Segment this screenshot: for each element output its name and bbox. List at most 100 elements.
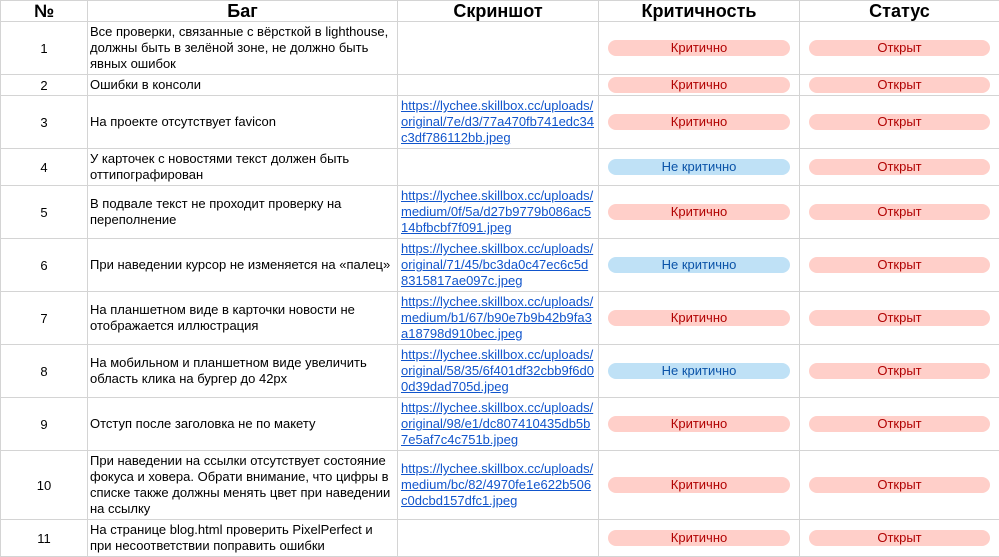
cell-bug-description[interactable]: У карточек с новостями текст должен быть… <box>88 149 398 186</box>
header-status[interactable]: Статус <box>800 1 999 22</box>
cell-screenshot[interactable]: https://lychee.skillbox.cc/uploads/origi… <box>398 239 599 292</box>
cell-bug-description[interactable]: При наведении курсор не изменяется на «п… <box>88 239 398 292</box>
cell-bug-description[interactable]: На проекте отсутствует favicon <box>88 96 398 149</box>
severity-chip[interactable]: Не критично <box>608 363 790 379</box>
cell-severity[interactable]: Критично <box>599 520 800 557</box>
severity-chip[interactable]: Критично <box>608 416 790 432</box>
bug-text: Отступ после заголовка не по макету <box>90 416 394 432</box>
cell-screenshot[interactable] <box>398 520 599 557</box>
screenshot-link[interactable]: https://lychee.skillbox.cc/uploads/mediu… <box>401 188 593 235</box>
severity-chip[interactable]: Критично <box>608 310 790 326</box>
cell-status[interactable]: Открыт <box>800 96 999 149</box>
cell-severity[interactable]: Критично <box>599 75 800 96</box>
cell-num[interactable]: 1 <box>1 22 88 75</box>
severity-chip[interactable]: Критично <box>608 77 790 93</box>
cell-status[interactable]: Открыт <box>800 22 999 75</box>
cell-severity[interactable]: Критично <box>599 398 800 451</box>
status-chip[interactable]: Открыт <box>809 204 990 220</box>
cell-status[interactable]: Открыт <box>800 75 999 96</box>
status-chip[interactable]: Открыт <box>809 363 990 379</box>
cell-num[interactable]: 4 <box>1 149 88 186</box>
status-chip[interactable]: Открыт <box>809 77 990 93</box>
cell-severity[interactable]: Не критично <box>599 345 800 398</box>
cell-num[interactable]: 8 <box>1 345 88 398</box>
cell-status[interactable]: Открыт <box>800 239 999 292</box>
screenshot-link[interactable]: https://lychee.skillbox.cc/uploads/origi… <box>401 98 594 145</box>
cell-status[interactable]: Открыт <box>800 398 999 451</box>
cell-num[interactable]: 9 <box>1 398 88 451</box>
cell-screenshot[interactable] <box>398 149 599 186</box>
cell-severity[interactable]: Критично <box>599 22 800 75</box>
cell-status[interactable]: Открыт <box>800 292 999 345</box>
status-chip[interactable]: Открыт <box>809 40 990 56</box>
cell-bug-description[interactable]: На планшетном виде в карточки новости не… <box>88 292 398 345</box>
cell-bug-description[interactable]: Все проверки, связанные с вёрсткой в lig… <box>88 22 398 75</box>
cell-severity[interactable]: Критично <box>599 96 800 149</box>
header-bug[interactable]: Баг <box>88 1 398 22</box>
screenshot-link[interactable]: https://lychee.skillbox.cc/uploads/origi… <box>401 347 594 394</box>
cell-status[interactable]: Открыт <box>800 345 999 398</box>
severity-chip[interactable]: Критично <box>608 477 790 493</box>
cell-screenshot[interactable]: https://lychee.skillbox.cc/uploads/origi… <box>398 96 599 149</box>
cell-severity[interactable]: Критично <box>599 186 800 239</box>
status-chip[interactable]: Открыт <box>809 114 990 130</box>
cell-bug-description[interactable]: На странице blog.html проверить PixelPer… <box>88 520 398 557</box>
screenshot-link[interactable]: https://lychee.skillbox.cc/uploads/origi… <box>401 241 593 288</box>
header-row: № Баг Скриншот Критичность Статус <box>1 1 999 22</box>
cell-bug-description[interactable]: На мобильном и планшетном виде увеличить… <box>88 345 398 398</box>
cell-severity[interactable]: Не критично <box>599 149 800 186</box>
header-severity[interactable]: Критичность <box>599 1 800 22</box>
cell-screenshot[interactable]: https://lychee.skillbox.cc/uploads/origi… <box>398 398 599 451</box>
cell-screenshot[interactable]: https://lychee.skillbox.cc/uploads/mediu… <box>398 451 599 520</box>
header-screenshot[interactable]: Скриншот <box>398 1 599 22</box>
cell-status[interactable]: Открыт <box>800 186 999 239</box>
cell-status[interactable]: Открыт <box>800 451 999 520</box>
cell-num[interactable]: 6 <box>1 239 88 292</box>
cell-bug-description[interactable]: Ошибки в консоли <box>88 75 398 96</box>
severity-chip[interactable]: Не критично <box>608 257 790 273</box>
cell-status[interactable]: Открыт <box>800 520 999 557</box>
cell-num[interactable]: 7 <box>1 292 88 345</box>
cell-num[interactable]: 3 <box>1 96 88 149</box>
cell-bug-description[interactable]: При наведении на ссылки отсутствует сост… <box>88 451 398 520</box>
status-chip[interactable]: Открыт <box>809 530 990 546</box>
severity-chip[interactable]: Не критично <box>608 159 790 175</box>
cell-screenshot[interactable]: https://lychee.skillbox.cc/uploads/mediu… <box>398 186 599 239</box>
cell-severity[interactable]: Критично <box>599 451 800 520</box>
cell-num[interactable]: 10 <box>1 451 88 520</box>
bug-text: При наведении на ссылки отсутствует сост… <box>90 453 394 517</box>
status-chip[interactable]: Открыт <box>809 257 990 273</box>
cell-screenshot[interactable] <box>398 22 599 75</box>
cell-severity[interactable]: Не критично <box>599 239 800 292</box>
screenshot-link[interactable]: https://lychee.skillbox.cc/uploads/origi… <box>401 400 593 447</box>
severity-chip[interactable]: Критично <box>608 204 790 220</box>
cell-bug-description[interactable]: В подвале текст не проходит проверку на … <box>88 186 398 239</box>
cell-severity[interactable]: Критично <box>599 292 800 345</box>
status-chip[interactable]: Открыт <box>809 159 990 175</box>
header-num[interactable]: № <box>1 1 88 22</box>
status-chip[interactable]: Открыт <box>809 477 990 493</box>
bug-text: На мобильном и планшетном виде увеличить… <box>90 355 394 387</box>
cell-screenshot[interactable]: https://lychee.skillbox.cc/uploads/origi… <box>398 345 599 398</box>
cell-num[interactable]: 2 <box>1 75 88 96</box>
cell-screenshot[interactable] <box>398 75 599 96</box>
status-chip[interactable]: Открыт <box>809 416 990 432</box>
severity-chip[interactable]: Критично <box>608 114 790 130</box>
bug-text: В подвале текст не проходит проверку на … <box>90 196 394 228</box>
severity-chip[interactable]: Критично <box>608 40 790 56</box>
cell-status[interactable]: Открыт <box>800 149 999 186</box>
cell-screenshot[interactable]: https://lychee.skillbox.cc/uploads/mediu… <box>398 292 599 345</box>
screenshot-link[interactable]: https://lychee.skillbox.cc/uploads/mediu… <box>401 294 593 341</box>
bug-text: На планшетном виде в карточки новости не… <box>90 302 394 334</box>
status-chip[interactable]: Открыт <box>809 310 990 326</box>
severity-chip[interactable]: Критично <box>608 530 790 546</box>
screenshot-link[interactable]: https://lychee.skillbox.cc/uploads/mediu… <box>401 461 593 508</box>
cell-num[interactable]: 11 <box>1 520 88 557</box>
cell-bug-description[interactable]: Отступ после заголовка не по макету <box>88 398 398 451</box>
cell-num[interactable]: 5 <box>1 186 88 239</box>
